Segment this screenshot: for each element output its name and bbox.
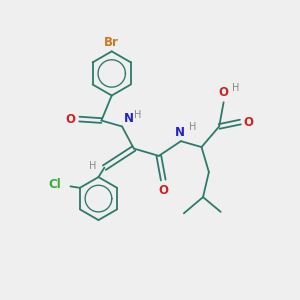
Text: O: O: [158, 184, 168, 196]
Text: H: H: [89, 161, 96, 171]
Text: O: O: [243, 116, 253, 128]
Text: Br: Br: [104, 36, 119, 49]
Text: H: H: [232, 83, 240, 94]
Text: H: H: [189, 122, 197, 132]
Text: H: H: [134, 110, 142, 120]
Text: O: O: [66, 112, 76, 126]
Text: N: N: [174, 126, 184, 139]
Text: N: N: [124, 112, 134, 125]
Text: Cl: Cl: [49, 178, 61, 191]
Text: O: O: [219, 86, 229, 99]
